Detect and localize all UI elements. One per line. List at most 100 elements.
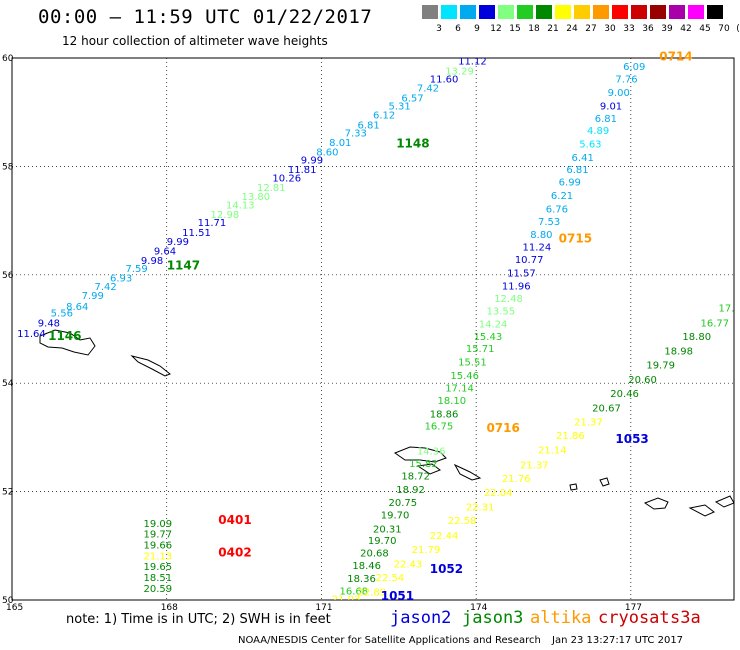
wave-height-value: 11.51: [182, 228, 211, 239]
wave-height-value: 8.60: [316, 148, 338, 159]
wave-height-value: 7.76: [615, 74, 637, 85]
wave-height-value: 21.37: [520, 460, 549, 471]
wave-height-value: 21.79: [412, 545, 441, 556]
wave-height-value: 13.55: [486, 306, 515, 317]
wave-height-value: 11.81: [288, 165, 317, 176]
color-scale-label: 24: [566, 24, 578, 34]
wave-height-value: 9.99: [301, 156, 323, 167]
amchitka: [453, 463, 482, 481]
wave-height-value: 18.72: [401, 472, 430, 483]
color-scale-label: 36: [642, 24, 654, 34]
wave-height-value: 8.62: [505, 29, 527, 40]
wave-height-value: 20.60: [628, 375, 657, 386]
wave-height-value: 12.48: [494, 294, 523, 305]
wave-height-value: 18.51: [144, 573, 173, 584]
page-title: 00:00 – 11:59 UTC 01/22/2017: [38, 6, 373, 28]
wave-height-value: 13.80: [241, 192, 270, 203]
color-scale-label: 30: [604, 24, 616, 34]
color-swatch: [498, 5, 514, 19]
color-swatch: [441, 5, 457, 19]
wave-height-value: 5.37: [631, 50, 653, 61]
color-swatch: [669, 5, 685, 19]
wave-height-value: 9.48: [38, 318, 60, 329]
wave-height-value: 11.24: [523, 242, 552, 253]
color-swatch: [479, 5, 495, 19]
wave-height-value: 7.42: [417, 84, 439, 95]
wave-height-value: 6.93: [110, 273, 132, 284]
pass-time-label: 1053: [615, 432, 648, 446]
wave-height-value: 19.70: [381, 511, 410, 522]
latitude-tick-label: 58: [2, 162, 14, 172]
longitude-tick-label: 177: [625, 603, 642, 613]
wave-height-value: 6.57: [401, 93, 423, 104]
pass-time-label: 1148: [396, 136, 429, 150]
wave-height-value: 6.99: [559, 177, 581, 188]
wave-height-value: 11.64: [17, 329, 46, 340]
wave-height-value: 6.81: [566, 165, 588, 176]
longitude-tick-label: 165: [6, 603, 23, 613]
footnote: note: 1) Time is in UTC; 2) SWH is in fe…: [66, 612, 331, 627]
wave-height-value: 16.68: [339, 587, 368, 598]
wave-height-value: 21.13: [144, 551, 173, 562]
wave-height-value: 22.43: [394, 559, 423, 570]
attu-island: [39, 329, 96, 356]
wave-height-value: 18.36: [347, 574, 376, 585]
color-swatch: [631, 5, 647, 19]
wave-height-value: 4.89: [587, 126, 609, 137]
wave-height-value: 10.77: [515, 255, 544, 266]
wave-height-value: 6.58: [520, 20, 542, 31]
wave-height-value: 19.79: [646, 361, 675, 372]
wave-height-value: 8.01: [329, 138, 351, 149]
wave-height-value: 9.98: [141, 256, 163, 267]
wave-height-value: 20.46: [610, 389, 639, 400]
wave-height-value: 22.54: [376, 573, 405, 584]
longitude-tick-label: 168: [161, 603, 178, 613]
wave-height-value: 21.76: [502, 474, 531, 485]
wave-height-value: 19.66: [144, 541, 173, 552]
latitude-tick-label: 56: [2, 271, 14, 281]
wave-height-value: 11.57: [507, 268, 536, 279]
wave-height-value: 12.98: [211, 210, 240, 221]
pass-time-label: 1051: [381, 589, 414, 603]
wave-height-value: 11.60: [430, 74, 459, 85]
wave-height-value: 19.77: [144, 530, 173, 541]
color-swatch: [593, 5, 609, 19]
color-scale-label: 3: [436, 24, 442, 34]
wave-height-value: 20.68: [360, 549, 389, 560]
wave-height-value: 5.31: [388, 101, 410, 112]
legend-entry: jason2: [390, 608, 452, 628]
wave-height-value: 22.58: [448, 516, 477, 527]
color-scale-label: (ft): [736, 24, 740, 34]
wave-height-value: 5.56: [51, 309, 73, 320]
latitude-tick-label: 50: [2, 596, 14, 606]
buldir-island: [130, 355, 171, 377]
wave-height-value: 7.33: [345, 129, 367, 140]
wave-height-value: 11.71: [198, 218, 227, 229]
map-gridlines: [11, 57, 734, 601]
wave-height-value: 6.81: [595, 114, 617, 125]
longitude-tick-label: 171: [315, 603, 332, 613]
wave-height-value: 6.81: [358, 120, 380, 131]
wave-height-value: 18.80: [682, 332, 711, 343]
color-scale-label: 12: [490, 24, 502, 34]
color-swatch: [707, 5, 723, 19]
color-swatch: [574, 5, 590, 19]
wave-height-value: 17.82: [719, 304, 740, 315]
wave-height-value: 18.10: [437, 396, 466, 407]
longitude-tick-label: 174: [470, 603, 487, 613]
wave-height-value: 21.14: [538, 446, 567, 457]
wave-height-value: 8.80: [530, 230, 552, 241]
pass-time-label: 1052: [430, 562, 463, 576]
color-swatch: [650, 5, 666, 19]
color-scale-label: 42: [680, 24, 692, 34]
wave-height-value: 9.64: [154, 247, 176, 258]
color-scale-label: 45: [699, 24, 711, 34]
color-scale-label: 21: [547, 24, 559, 34]
rat-islands: [393, 446, 447, 463]
wave-height-value: 16.77: [700, 318, 729, 329]
wave-height-value: 7.59: [125, 264, 147, 275]
wave-height-value: 16.75: [425, 421, 454, 432]
wave-height-value: 7.99: [82, 291, 104, 302]
map-frame: [11, 57, 735, 601]
